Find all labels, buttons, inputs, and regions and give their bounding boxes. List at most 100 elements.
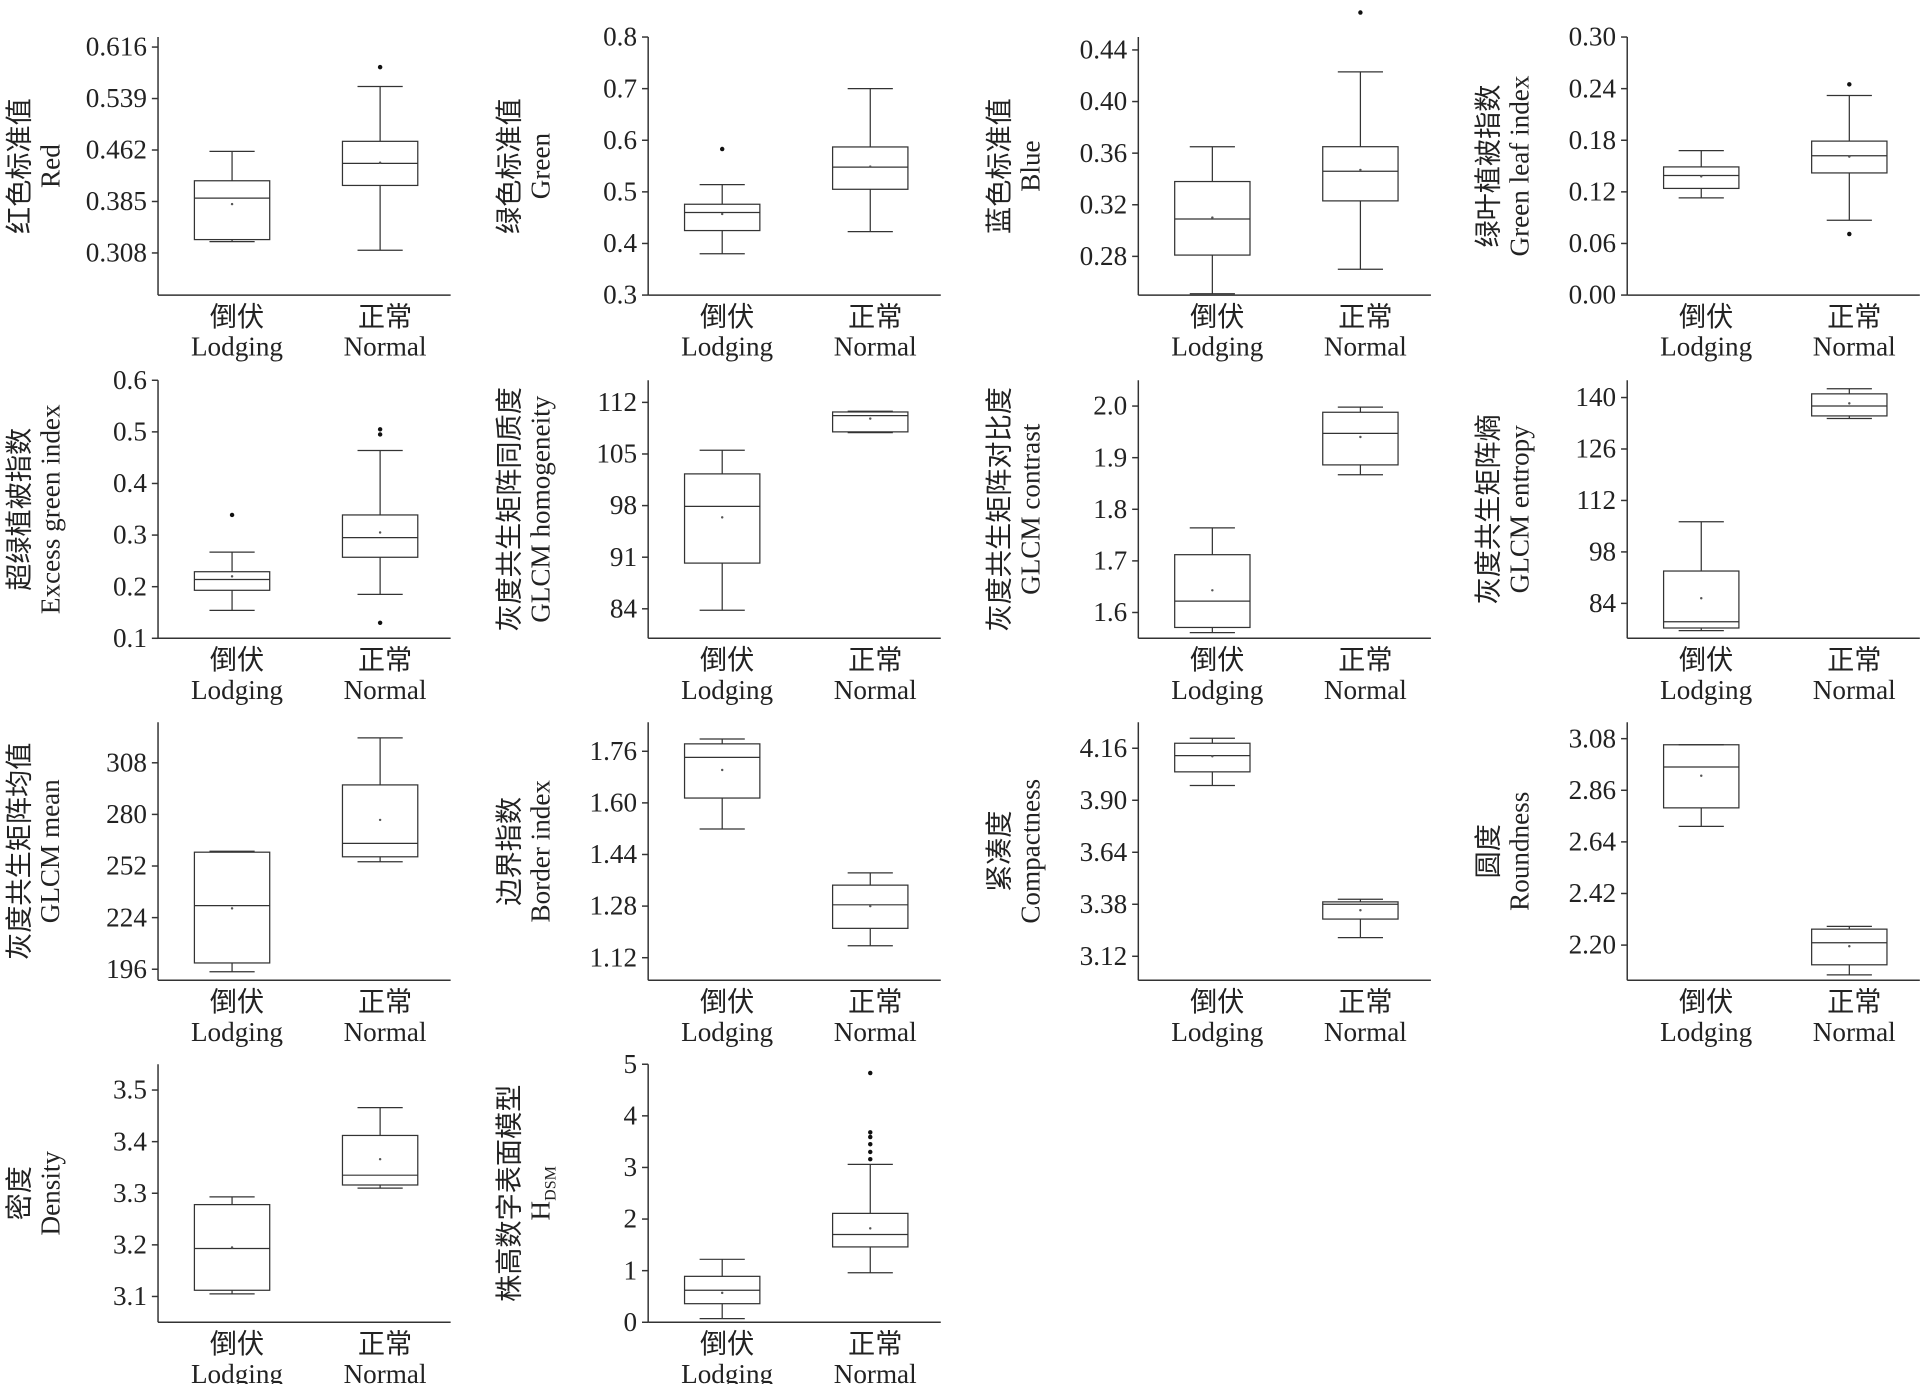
box: [683, 743, 761, 799]
y-tick-label: 2: [623, 1204, 637, 1234]
mean: [1700, 596, 1703, 600]
x-tick-label: Lodging: [1171, 1017, 1263, 1047]
y-tick-label: 3.5: [113, 1075, 147, 1105]
y-axis-label: Density: [35, 1151, 65, 1236]
outlier: [868, 1070, 873, 1076]
y-tick-label: 0.00: [1569, 280, 1617, 310]
x-tick-label: Lodging: [681, 1359, 773, 1384]
chart: 0.308 0.385 0.462 0.539 0.616 红色标准值 Red 倒伏Lodgi…: [4, 32, 451, 362]
mean: [869, 165, 872, 168]
mean: [720, 1291, 724, 1295]
x-tick-label: 倒伏: [1190, 302, 1244, 332]
y-tick-label: 112: [597, 387, 637, 417]
x-tick-label: Normal: [1324, 675, 1407, 705]
x-tick-label: 正常: [1827, 987, 1881, 1017]
y-tick-label: 0.6: [113, 365, 147, 395]
mean: [1359, 909, 1362, 912]
y-tick-label: 0.32: [1080, 189, 1128, 219]
chart: 2.20 2.42 2.64 2.86 3.08 圆度 Roundness 倒伏Lodging…: [1474, 722, 1920, 1047]
box: [1322, 146, 1399, 202]
y-tick-label: 196: [106, 954, 147, 984]
box: [193, 851, 271, 964]
x-tick-label: Normal: [1813, 1017, 1896, 1047]
x-tick-label: 倒伏: [700, 987, 754, 1017]
x-tick-label: 正常: [1338, 302, 1392, 332]
y-axis-label: 灰度共生矩阵熵: [1474, 414, 1504, 604]
outlier: [868, 1142, 873, 1147]
x-tick-label: Normal: [834, 675, 917, 705]
y-tick-label: 0.2: [113, 571, 147, 601]
outlier: [719, 146, 725, 152]
y-axis-label: Green: [525, 132, 555, 199]
x-tick-label: Lodging: [1660, 332, 1752, 362]
y-tick-label: 1.76: [590, 736, 638, 766]
mean: [230, 907, 234, 910]
y-axis-label: 株高数字表面模型: [495, 1085, 525, 1302]
x-tick-label: 倒伏: [210, 302, 264, 332]
y-tick-label: 1.44: [590, 839, 638, 869]
y-axis-label: Excess green index: [35, 404, 65, 614]
mean: [1211, 589, 1214, 592]
y-tick-label: 5: [623, 1049, 637, 1079]
chart: 84 98 112 126 140 灰度共生矩阵熵 GLCM entropy 倒伏Lodgin…: [1474, 380, 1920, 705]
x-tick-label: Lodging: [1171, 675, 1263, 705]
y-tick-label: 224: [106, 902, 147, 932]
y-axis-label: 灰度共生矩阵同质度: [495, 387, 525, 631]
outlier: [868, 1134, 873, 1140]
y-tick-label: 0.462: [86, 135, 147, 165]
y-tick-label: 0.5: [113, 417, 147, 447]
box: [1174, 180, 1251, 256]
box: [1811, 140, 1888, 174]
mean: [378, 1157, 382, 1161]
box: [193, 1203, 271, 1291]
y-tick-label: 0.1: [113, 623, 147, 653]
y-axis-label: 紧凑度: [985, 811, 1015, 892]
x-tick-label: 正常: [358, 302, 412, 332]
x-tick-label: Normal: [344, 1359, 427, 1384]
x-tick-label: Lodging: [681, 675, 773, 705]
x-tick-label: 正常: [1827, 302, 1881, 332]
box: [1322, 901, 1399, 920]
y-axis-label-text: Blue: [1016, 140, 1046, 191]
x-tick-label: Lodging: [681, 1017, 773, 1047]
y-tick-label: 0.24: [1569, 73, 1617, 103]
x-tick-label: 倒伏: [1679, 987, 1733, 1017]
box: [831, 884, 909, 929]
y-tick-label: 0.616: [86, 32, 147, 62]
y-tick-label: 3.3: [113, 1178, 147, 1208]
x-tick-label: Lodging: [191, 332, 283, 362]
y-tick-label: 1.60: [590, 788, 638, 818]
x-tick-label: 正常: [848, 1329, 902, 1359]
mean: [1848, 155, 1851, 158]
y-tick-label: 0.36: [1080, 138, 1128, 168]
y-tick-label: 4.16: [1080, 733, 1128, 763]
mean: [1848, 402, 1851, 405]
y-axis-label-text: Green leaf index: [1504, 75, 1534, 256]
box: [1662, 166, 1740, 190]
x-tick-label: Normal: [1324, 1017, 1407, 1047]
y-tick-label: 0.6: [603, 125, 637, 155]
x-tick-label: 倒伏: [1190, 645, 1244, 675]
x-tick-label: Lodging: [191, 1017, 283, 1047]
outlier: [377, 432, 383, 437]
y-tick-label: 1.8: [1093, 494, 1127, 524]
x-tick-label: Lodging: [1660, 675, 1752, 705]
outlier: [868, 1149, 873, 1155]
outlier: [1358, 10, 1363, 15]
y-tick-label: 0.8: [603, 22, 637, 52]
y-tick-label: 2.64: [1569, 827, 1617, 857]
y-tick-label: 105: [596, 439, 637, 469]
y-tick-label: 3.4: [113, 1126, 147, 1156]
y-axis-label: 绿叶植被指数: [1474, 85, 1504, 248]
y-axis-label: 超绿植被指数: [4, 428, 34, 591]
y-tick-label: 2.0: [1093, 391, 1127, 421]
y-tick-label: 3.64: [1080, 837, 1128, 867]
x-tick-label: Normal: [834, 1017, 917, 1047]
x-tick-label: 正常: [1338, 645, 1392, 675]
box: [1811, 928, 1888, 966]
x-tick-label: Normal: [1324, 332, 1407, 362]
y-tick-label: 280: [106, 799, 147, 829]
x-tick-label: Normal: [1813, 675, 1896, 705]
y-tick-label: 0.3: [603, 280, 637, 310]
